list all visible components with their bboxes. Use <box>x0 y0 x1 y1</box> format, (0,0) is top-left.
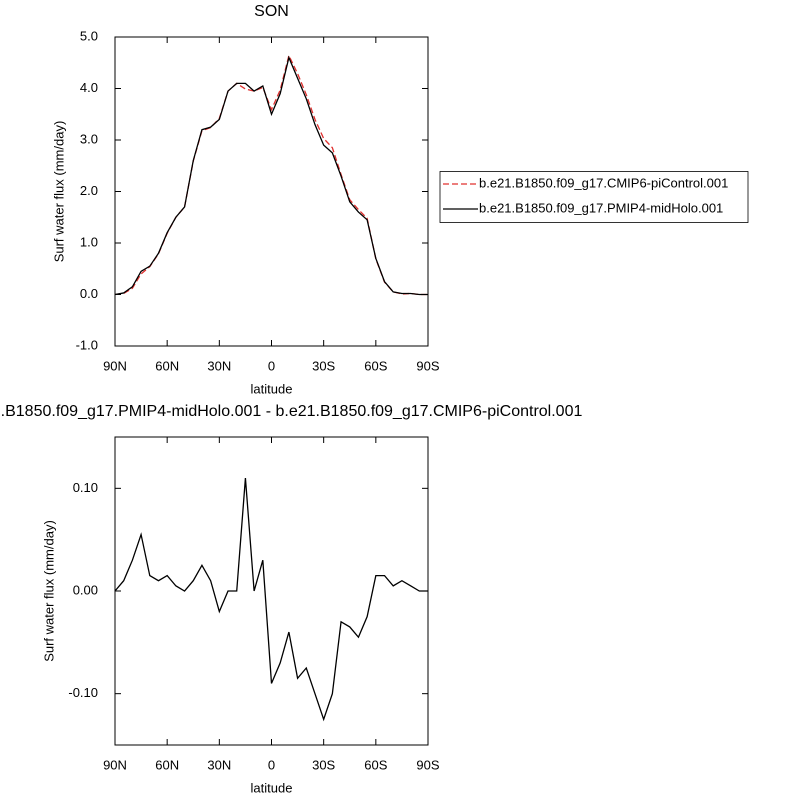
y-tick-label: -0.10 <box>68 685 98 700</box>
chart-title: SON <box>254 3 289 20</box>
x-axis-label: latitude <box>251 780 293 795</box>
y-tick-label: 0.10 <box>73 480 98 495</box>
chart-title: b.e21.B1850.f09_g17.PMIP4-midHolo.001 - … <box>0 403 582 420</box>
x-tick-label: 60N <box>155 757 179 772</box>
legend-box <box>439 171 749 223</box>
x-tick-label: 30N <box>207 358 231 373</box>
x-tick-label: 90S <box>416 757 439 772</box>
x-axis-label: latitude <box>251 381 293 396</box>
legend-label: b.e21.B1850.f09_g17.PMIP4-midHolo.001 <box>479 200 723 215</box>
y-tick-label: 5.0 <box>80 28 98 43</box>
y-tick-label: 3.0 <box>80 131 98 146</box>
x-tick-label: 90N <box>103 358 127 373</box>
x-tick-label: 30N <box>207 757 231 772</box>
x-tick-label: 90N <box>103 757 127 772</box>
y-tick-label: 4.0 <box>80 80 98 95</box>
plot-frame <box>114 36 429 347</box>
y-tick-label: 1.0 <box>80 234 98 249</box>
y-axis-label: Surf water flux (mm/day) <box>51 121 66 263</box>
x-tick-label: 60S <box>364 358 387 373</box>
y-axis-label: Surf water flux (mm/day) <box>41 520 56 662</box>
x-tick-label: 60S <box>364 757 387 772</box>
plot-frame <box>114 436 429 746</box>
y-tick-label: 2.0 <box>80 183 98 198</box>
x-tick-label: 90S <box>416 358 439 373</box>
series-line <box>114 53 428 296</box>
y-tick-label: 0.0 <box>80 286 98 301</box>
y-tick-label: -1.0 <box>76 337 98 352</box>
series-line <box>114 478 428 722</box>
x-tick-label: 0 <box>268 358 275 373</box>
x-tick-label: 0 <box>268 757 275 772</box>
x-tick-label: 30S <box>312 358 335 373</box>
legend-label: b.e21.B1850.f09_g17.CMIP6-piControl.001 <box>479 175 728 190</box>
x-tick-label: 30S <box>312 757 335 772</box>
series-line <box>114 55 428 296</box>
x-tick-label: 60N <box>155 358 179 373</box>
y-tick-label: 0.00 <box>73 582 98 597</box>
